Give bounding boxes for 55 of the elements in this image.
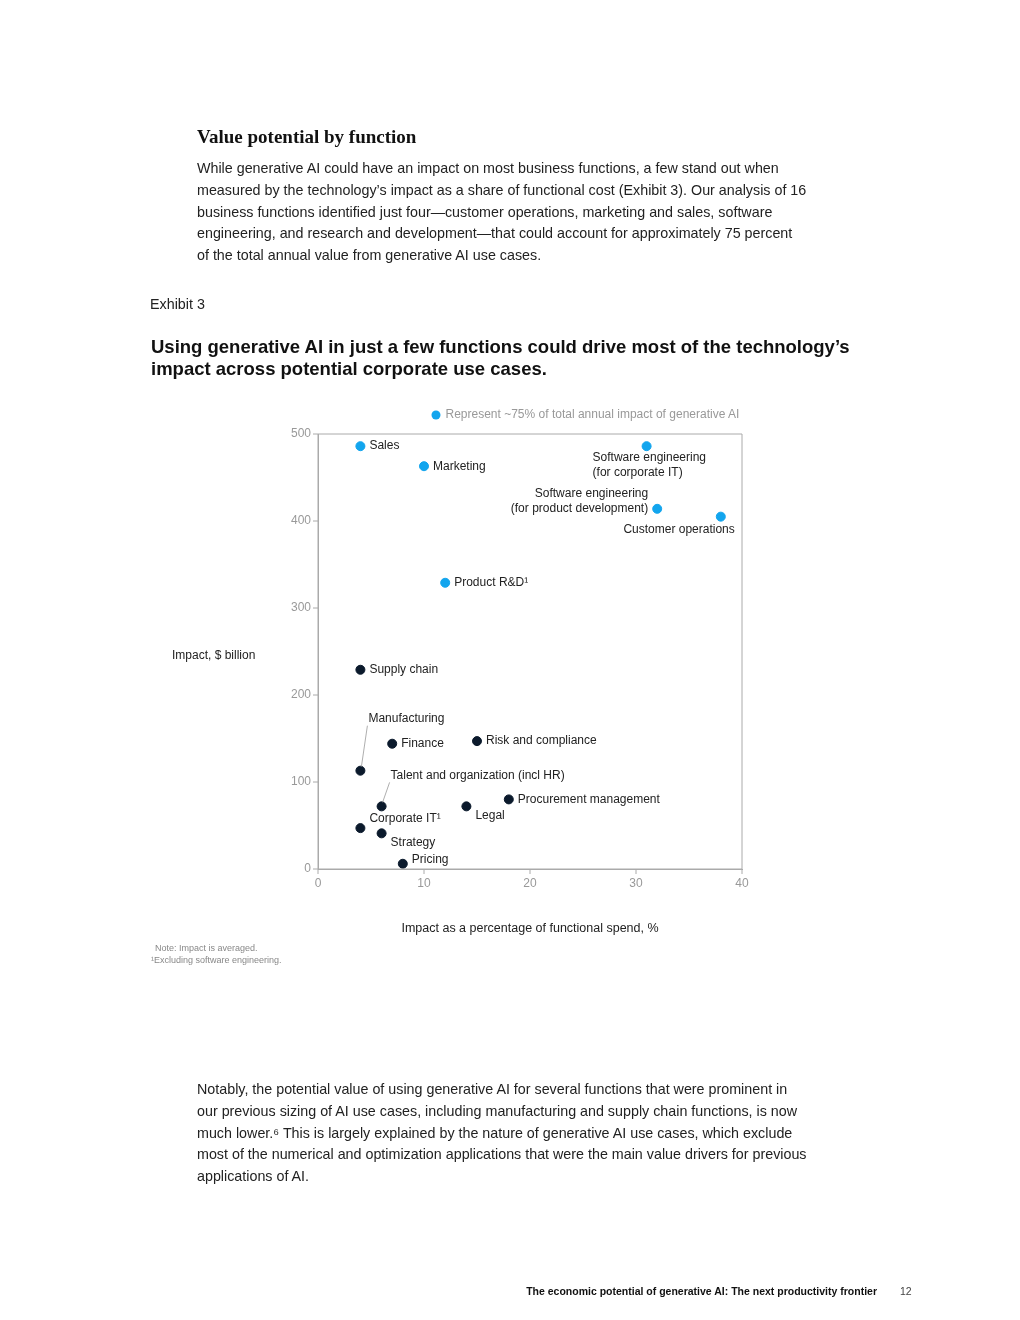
text: Exhibit 3 bbox=[150, 296, 206, 312]
point bbox=[503, 794, 514, 805]
text: ¹Excluding software engineering. bbox=[151, 955, 283, 965]
point bbox=[419, 461, 429, 472]
point bbox=[355, 441, 366, 452]
point bbox=[387, 738, 398, 749]
point bbox=[440, 577, 451, 588]
text: Note: Impact is averaged. bbox=[155, 943, 259, 953]
chart-title: Using generative AI in just a few functions could drive most of the technology’s impact across potential corporate use cases. bbox=[151, 336, 851, 380]
annotation: Talent and organization (incl HR) bbox=[390, 767, 565, 782]
annotation: Software engineering (for product development) bbox=[510, 486, 649, 516]
legend-label: Represent ~75% of total annual impact of generative AI bbox=[445, 407, 740, 422]
x-tick-label: 20 bbox=[523, 875, 537, 890]
annotation: Marketing bbox=[433, 458, 486, 473]
annotation: Pricing bbox=[411, 852, 449, 867]
point bbox=[472, 736, 482, 747]
point bbox=[355, 765, 366, 776]
annotation: Manufacturing bbox=[368, 711, 445, 725]
annotation: Software engineering (for corporate IT) bbox=[592, 450, 707, 480]
annotation: Risk and compliance bbox=[486, 733, 598, 748]
point bbox=[376, 828, 387, 839]
point bbox=[461, 801, 472, 812]
annotation: Legal bbox=[475, 807, 505, 822]
x-tick-label: 30 bbox=[629, 875, 643, 890]
text: The economic potential of generative AI: The next productivity frontier bbox=[525, 1285, 877, 1297]
text: 12 bbox=[900, 1285, 913, 1297]
annotation: Finance bbox=[401, 736, 445, 751]
annotation: Corporate IT¹ bbox=[369, 811, 441, 826]
y-tick-label: 100 bbox=[290, 774, 312, 789]
text: Notably, the potential value of using generative AI for several functions that were prominent in our previous sizing of AI use cases, including manufacturing and supply chain functions, is now much lower.⁶ This is largely explained by the nature of generative AI use cases, which exclude most of the numerical and optimization applications that were the main value drivers for previous applications of AI. bbox=[197, 1080, 807, 1187]
point bbox=[355, 823, 366, 834]
y-tick-label: 0 bbox=[304, 861, 312, 876]
annotation: Procurement management bbox=[517, 791, 661, 806]
y-tick-label: 400 bbox=[290, 513, 312, 528]
x-tick-label: 0 bbox=[314, 875, 322, 890]
y-tick-label: 300 bbox=[290, 600, 312, 615]
y-tick-label: 500 bbox=[290, 426, 312, 441]
annotation: Strategy bbox=[390, 834, 436, 849]
point bbox=[641, 441, 652, 452]
point bbox=[355, 664, 366, 675]
y-axis-title: Impact, $ billion bbox=[172, 648, 256, 663]
annotation: Product R&D¹ bbox=[454, 575, 529, 590]
point bbox=[715, 511, 726, 522]
point bbox=[652, 503, 663, 514]
x-axis-title: Impact as a percentage of functional spend, % bbox=[401, 920, 659, 935]
annotation: Customer operations bbox=[623, 521, 735, 536]
point bbox=[397, 858, 408, 869]
text: Value potential by function bbox=[197, 126, 418, 148]
x-tick-label: 10 bbox=[417, 875, 431, 890]
y-tick-label: 200 bbox=[290, 687, 312, 702]
x-tick-label: 40 bbox=[735, 875, 749, 890]
annotation: Supply chain bbox=[369, 662, 439, 677]
point bbox=[376, 801, 387, 812]
text: While generative AI could have an impact on most business functions, a few stand out when measured by the technology’s impact as a share of functional cost (Exhibit 3). Our analysis of 16 business functions identified just four—customer operations, marketing and sales, software engineering, and research and development—that could account for approximately 75 percent of the total annual value from generative AI use cases. bbox=[197, 159, 807, 266]
annotation: Sales bbox=[369, 438, 400, 453]
